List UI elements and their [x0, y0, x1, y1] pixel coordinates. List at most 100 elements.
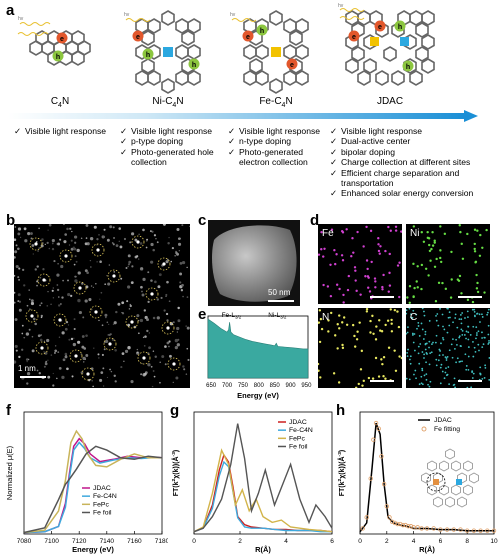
atom-dot [179, 272, 183, 276]
element-dot [472, 355, 475, 358]
element-dot [318, 362, 320, 366]
element-dot [326, 285, 330, 288]
element-dot [473, 308, 476, 311]
element-dot [478, 313, 481, 316]
element-dot [406, 377, 408, 380]
atom-dot [166, 319, 169, 322]
element-dot [466, 232, 469, 236]
atom-dot [159, 381, 161, 384]
atom-dot [54, 345, 57, 347]
inset-ring [439, 484, 449, 496]
element-dot [421, 369, 424, 372]
atom-dot [48, 224, 52, 227]
atom-dot [64, 327, 68, 331]
atom-dot [143, 309, 146, 312]
element-dot [365, 310, 369, 313]
atom-dot [136, 351, 139, 354]
atom-dot [127, 254, 131, 258]
x-tick-label: 2 [385, 538, 389, 545]
highlight-circle [426, 472, 446, 492]
atom-dot [123, 360, 125, 363]
atom-dot [174, 338, 179, 343]
atom-dot [14, 238, 17, 242]
element-dot [424, 267, 428, 270]
element-dot [437, 324, 440, 327]
element-dot [466, 386, 469, 388]
atom-dot [138, 258, 140, 260]
x-tick-label: 650 [206, 383, 217, 389]
element-dot [379, 329, 382, 332]
element-dot [396, 264, 400, 267]
eds-dots-ni [406, 224, 488, 304]
x-tick-label: 7140 [100, 538, 115, 545]
atom-dot [146, 238, 149, 241]
element-dot [412, 309, 415, 312]
atom-dot [109, 368, 111, 371]
fit-point [384, 504, 389, 509]
y-axis-label: FT(k2χ(k))(Å-3) [337, 450, 346, 497]
element-dot [416, 286, 419, 289]
element-dot [423, 353, 426, 356]
atom-dot [62, 279, 64, 282]
atom-dot [176, 343, 180, 347]
single-atom-marker [107, 269, 121, 283]
element-dot [433, 239, 436, 242]
atom-dot [21, 348, 24, 351]
element-dot [422, 240, 426, 243]
element-dot [425, 373, 428, 376]
atom-dot [41, 238, 44, 241]
element-dot [400, 356, 402, 360]
atom-dot [185, 325, 188, 327]
single-atom-marker [25, 309, 39, 323]
element-dot [355, 338, 359, 341]
atom-dot [75, 260, 78, 263]
element-dot [448, 349, 451, 352]
fit-point [464, 528, 470, 533]
atom-dot [61, 375, 65, 380]
element-dot [428, 249, 432, 253]
atom-dot [147, 271, 150, 274]
atom-dot [131, 232, 135, 236]
element-dot [393, 308, 397, 312]
hv-label-ni: hv [124, 12, 130, 18]
single-atom [150, 292, 154, 296]
atom-dot [156, 298, 159, 301]
single-atom-marker [131, 235, 145, 249]
atom-dot [46, 241, 49, 245]
atom-dot [186, 347, 189, 350]
atom-dot [186, 326, 190, 330]
element-dot [378, 319, 381, 322]
element-dot [338, 314, 341, 317]
element-dot [375, 325, 378, 328]
category-ni-c4n-label: Ni-C4N [152, 96, 184, 109]
element-dot [465, 365, 468, 367]
element-dot [488, 378, 490, 381]
x-tick-label: 7100 [44, 538, 59, 545]
element-dot [329, 263, 332, 267]
element-dot [473, 247, 476, 251]
atom-dot [82, 316, 85, 319]
element-dot [461, 360, 463, 363]
atom-dot [124, 349, 129, 353]
atom-dot [156, 316, 160, 320]
element-dot [460, 322, 463, 325]
element-dot [426, 230, 429, 234]
atom-dot [17, 276, 20, 279]
fit-point [389, 519, 395, 524]
panel-letter-c: c [198, 212, 207, 229]
electron-icon [348, 30, 360, 42]
element-dot [416, 327, 418, 330]
element-dot [440, 260, 443, 264]
element-dot [384, 377, 387, 380]
atom-dot [73, 235, 78, 239]
fit-point [403, 522, 408, 528]
atom-dot [149, 230, 152, 233]
atom-dot [165, 312, 169, 316]
legend-entry: Fe-C4N [289, 427, 313, 434]
atom-dot [18, 308, 22, 312]
element-dot [355, 386, 358, 388]
x-tick-label: 10 [490, 538, 498, 545]
eds-dots-c [406, 308, 490, 388]
atom-dot [153, 375, 156, 378]
atom-dot [51, 239, 55, 243]
